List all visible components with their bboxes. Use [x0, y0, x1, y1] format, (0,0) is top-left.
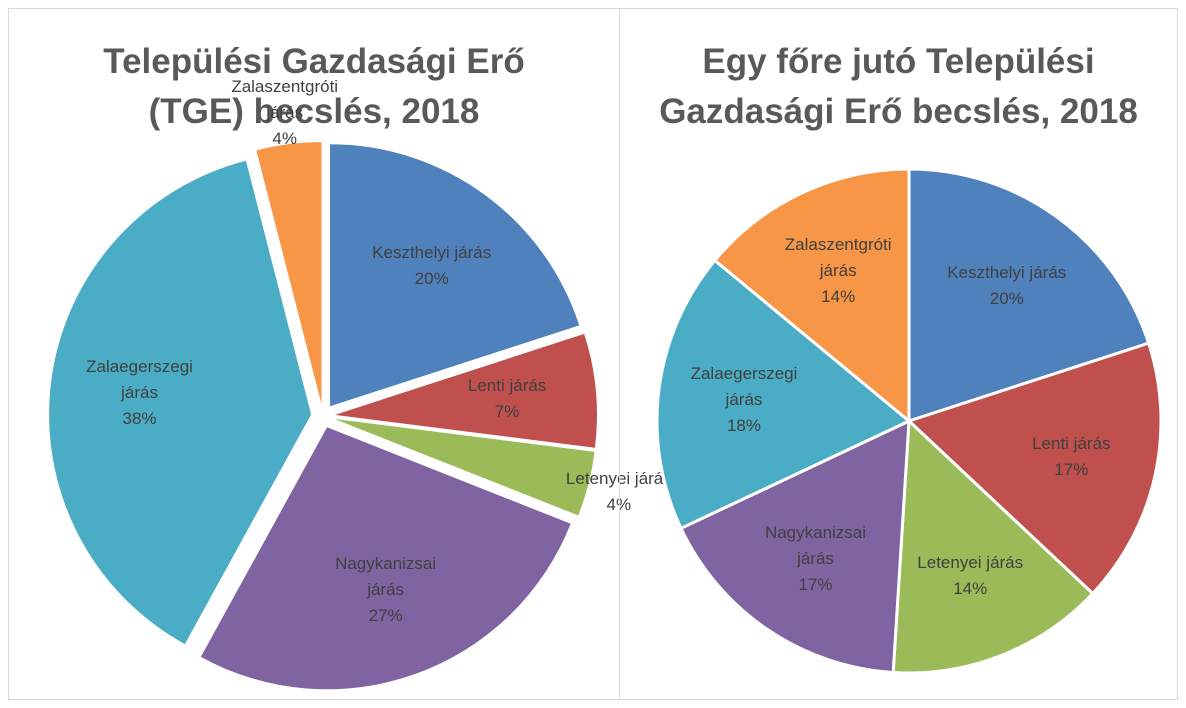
data-label: Lenti járás 7%	[447, 373, 567, 425]
category-label: Keszthelyi járás	[947, 263, 1067, 283]
value-label: 18%	[726, 416, 761, 436]
category-label: Letenyei járás	[917, 552, 1024, 572]
category-label: Keszthelyi járás	[372, 243, 492, 263]
pie-slice	[330, 144, 580, 407]
chart-panel: Egy főre jutó Települési Gazdasági Erő b…	[619, 8, 1178, 700]
data-label: Letenyei járás 14%	[910, 550, 1030, 602]
value-label: 20%	[989, 289, 1024, 309]
data-label: Zalaszentgróti járás 14%	[778, 232, 898, 310]
pie-slice	[907, 167, 1151, 424]
value-label: 20%	[414, 269, 449, 289]
value-label: 17%	[1054, 460, 1089, 480]
pie-slice	[906, 341, 1163, 596]
value-label: 27%	[368, 605, 403, 625]
pie-slice	[49, 160, 312, 645]
pie-slice	[256, 142, 322, 405]
data-label: Zalaegerszegi járás 38%	[80, 354, 200, 432]
value-label: 14%	[821, 286, 856, 306]
data-label: Letenyei járás 4%	[559, 466, 679, 518]
data-label: Lenti járás 17%	[1011, 431, 1131, 483]
chart-panel: Települési Gazdasági Erő (TGE) becslés, …	[8, 8, 672, 700]
value-label: 14%	[953, 578, 988, 598]
value-label: 17%	[798, 574, 833, 594]
category-label: Letenyei járás	[565, 468, 672, 488]
pie-slice	[334, 418, 595, 516]
data-label: Zalaszentgróti járás 4%	[225, 74, 345, 152]
value-label: 38%	[122, 408, 157, 428]
pie-slice	[334, 333, 597, 448]
data-label: Keszthelyi járás 20%	[947, 260, 1067, 312]
category-label: Nagykanizsai járás	[335, 553, 437, 599]
category-label: Zalaszentgróti járás	[231, 76, 339, 122]
category-label: Zalaegerszegi járás	[690, 364, 798, 410]
data-label: Nagykanizsai járás 17%	[756, 520, 876, 598]
data-label: Keszthelyi járás 20%	[372, 240, 492, 292]
data-label: Nagykanizsai járás 27%	[326, 551, 446, 629]
value-label: 4%	[606, 494, 632, 514]
category-label: Zalaszentgróti járás	[784, 234, 892, 280]
category-label: Zalaegerszegi járás	[86, 356, 193, 402]
value-label: 4%	[272, 128, 297, 148]
category-label: Nagykanizsai járás	[764, 522, 867, 568]
pie-slice	[678, 418, 911, 675]
chart	[49, 142, 597, 690]
category-label: Lenti járás	[1032, 434, 1111, 454]
chart-title: Egy főre jutó Települési Gazdasági Erő b…	[659, 42, 1138, 131]
chart	[655, 167, 1163, 675]
pie-slice	[712, 167, 911, 425]
category-label: Lenti járás	[467, 375, 547, 395]
data-label: Zalaegerszegi járás 18%	[684, 361, 804, 439]
pie-slice	[891, 417, 1095, 675]
chart-title: Települési Gazdasági Erő (TGE) becslés, …	[103, 42, 525, 131]
value-label: 7%	[494, 401, 520, 421]
pie-slice	[200, 427, 571, 690]
pie-slice	[655, 258, 912, 531]
